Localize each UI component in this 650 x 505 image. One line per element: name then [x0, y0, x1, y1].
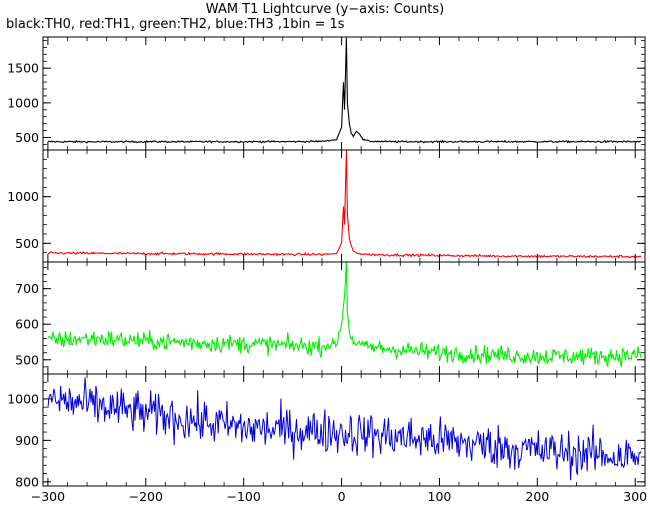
x-tick-label: 200 — [525, 489, 549, 504]
lightcurve-series-0 — [47, 37, 642, 144]
chart-title: WAM T1 Lightcurve (y−axis: Counts) — [205, 2, 445, 17]
x-tick-label: 300 — [623, 489, 647, 504]
y-tick-label-1: 500 — [15, 236, 39, 251]
y-tick-label-2: 600 — [15, 317, 39, 332]
y-tick-label-0: 1500 — [7, 61, 39, 76]
x-tick-label: −200 — [129, 489, 163, 504]
y-tick-label-3: 1000 — [7, 391, 39, 406]
x-tick-label: 0 — [338, 489, 346, 504]
y-tick-label-2: 700 — [15, 281, 39, 296]
panel-frame-3 — [42, 373, 646, 487]
y-tick-label-0: 500 — [15, 130, 39, 145]
lightcurve-series-2 — [47, 262, 642, 367]
x-tick-label: −100 — [226, 489, 260, 504]
y-tick-label-3: 900 — [15, 433, 39, 448]
panel-frame-2 — [42, 261, 646, 375]
y-tick-label-2: 500 — [15, 352, 39, 367]
x-tick-label: −300 — [31, 489, 65, 504]
lightcurve-series-1 — [47, 150, 642, 259]
y-tick-label-1: 1000 — [7, 189, 39, 204]
chart-legend-text: black:TH0, red:TH1, green:TH2, blue:TH3 … — [6, 17, 345, 32]
y-tick-label-3: 800 — [15, 474, 39, 489]
y-tick-label-0: 1000 — [7, 95, 39, 110]
x-tick-label: 100 — [428, 489, 452, 504]
lightcurve-series-3 — [47, 377, 642, 481]
panel-frame-1 — [42, 149, 646, 263]
